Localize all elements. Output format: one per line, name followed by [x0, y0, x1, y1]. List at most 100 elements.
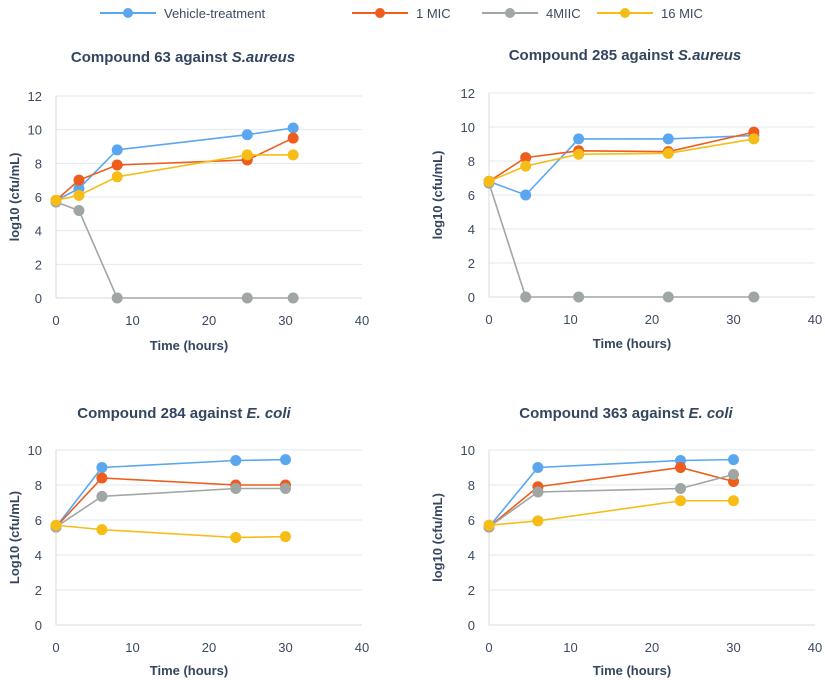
x-tick-label: 10: [125, 640, 139, 655]
data-point: [96, 490, 108, 502]
y-axis-label: Log10 (cfu/mL): [7, 491, 22, 584]
chart-title-text: Compound 363 against: [519, 405, 688, 422]
chart-title-text: Compound 284 against: [77, 405, 246, 422]
y-tick-label: 10: [28, 443, 42, 458]
x-tick-label: 20: [202, 640, 216, 655]
chart-title-text: Compound 63 against: [71, 49, 232, 66]
chart-title: Compound 285 against S.aureus: [509, 47, 742, 64]
data-point: [573, 291, 585, 303]
x-axis-label: Time (hours): [150, 663, 229, 678]
data-point: [230, 532, 242, 543]
x-tick-label: 20: [202, 313, 216, 328]
series-line: [55, 458, 286, 528]
y-tick-label: 2: [35, 583, 42, 598]
series-line: [55, 524, 286, 539]
series-vehicle-treatment: [483, 454, 739, 533]
x-tick-label: 0: [52, 313, 59, 328]
x-tick-label: 40: [808, 640, 822, 655]
y-tick-label: 10: [461, 443, 475, 458]
x-axis-label: Time (hours): [593, 336, 672, 351]
series-16-mic: [50, 519, 291, 543]
series-line: [55, 477, 286, 528]
y-tick-label: 8: [35, 478, 42, 493]
data-point: [230, 455, 242, 466]
series-line: [55, 154, 294, 202]
y-tick-label: 2: [35, 257, 42, 272]
legend-label: 1 MIC: [416, 6, 451, 21]
x-tick-label: 10: [563, 312, 577, 327]
chart-title-species: S.aureus: [232, 49, 295, 66]
series-1-mic: [483, 126, 760, 187]
x-axis-label: Time (hours): [593, 663, 672, 678]
y-tick-label: 10: [461, 120, 475, 135]
data-point: [483, 175, 495, 187]
data-point: [73, 174, 85, 186]
data-point: [728, 469, 739, 480]
series-line: [55, 137, 294, 201]
x-tick-label: 10: [563, 640, 577, 655]
data-point: [662, 147, 674, 159]
data-point: [520, 152, 532, 164]
series-4miic: [50, 483, 291, 533]
legend-marker: [123, 8, 133, 18]
x-tick-label: 30: [726, 640, 740, 655]
legend-entry: 4MIIC: [482, 6, 581, 21]
data-point: [662, 133, 674, 145]
y-tick-label: 6: [468, 188, 475, 203]
series-4miic: [50, 196, 299, 304]
y-tick-label: 6: [35, 190, 42, 205]
y-axis-label: log10 (cfu/mL): [7, 153, 22, 242]
y-tick-label: 2: [468, 583, 475, 598]
x-tick-label: 20: [645, 312, 659, 327]
y-tick-label: 12: [28, 89, 42, 104]
data-point: [96, 472, 108, 484]
x-tick-label: 30: [278, 313, 292, 328]
data-point: [532, 486, 544, 498]
data-point: [520, 160, 532, 172]
series-1-mic: [50, 472, 291, 533]
data-point: [728, 454, 739, 466]
data-point: [483, 519, 495, 531]
chart-panel: Compound 363 against E. coli 0 2 4 6 8 10 0 10 20…: [430, 405, 822, 678]
data-point: [96, 524, 108, 536]
chart-panel: Compound 63 against S.aureus 0 2 4 6 8 10 12 0 10…: [7, 49, 369, 353]
data-point: [50, 519, 62, 531]
series-line: [55, 487, 286, 528]
legend-entry: Vehicle-treatment: [100, 6, 266, 21]
chart-panel: Compound 285 against S.aureus 0 2 4 6 8 10 12 0 1…: [430, 47, 822, 351]
y-tick-label: 4: [35, 224, 42, 239]
series-line: [55, 201, 294, 299]
data-point: [728, 495, 739, 507]
chart-title-text: Compound 285 against: [509, 47, 678, 64]
x-tick-label: 0: [52, 640, 59, 655]
data-point: [96, 462, 108, 473]
data-point: [532, 462, 544, 473]
legend-marker: [375, 8, 385, 18]
data-point: [111, 159, 123, 171]
legend-marker: [620, 8, 630, 18]
data-point: [280, 483, 291, 494]
data-point: [287, 149, 299, 161]
chart-title: Compound 63 against S.aureus: [71, 49, 295, 66]
y-tick-label: 6: [35, 513, 42, 528]
y-tick-label: 2: [468, 256, 475, 271]
y-tick-label: 6: [468, 513, 475, 528]
data-point: [287, 122, 299, 134]
legend-entry: 1 MIC: [352, 6, 451, 21]
x-tick-label: 10: [125, 313, 139, 328]
y-tick-label: 4: [468, 548, 475, 563]
chart-title: Compound 363 against E. coli: [519, 405, 733, 422]
chart-panel: Compound 284 against E. coli 0 2 4 6 8 10 0 10 20…: [7, 405, 369, 678]
y-axis-label: log10 (cfu/mL): [430, 493, 445, 582]
series-line: [488, 499, 734, 527]
y-tick-label: 8: [35, 156, 42, 171]
legend-marker: [505, 8, 515, 18]
y-tick-label: 0: [35, 618, 42, 633]
data-point: [748, 291, 760, 303]
data-point: [73, 204, 85, 216]
series-line: [488, 458, 734, 528]
series-16-mic: [483, 495, 739, 531]
data-point: [111, 292, 123, 304]
legend: Vehicle-treatment 1 MIC 4MIIC 16 MIC: [100, 6, 703, 21]
data-point: [73, 189, 85, 201]
